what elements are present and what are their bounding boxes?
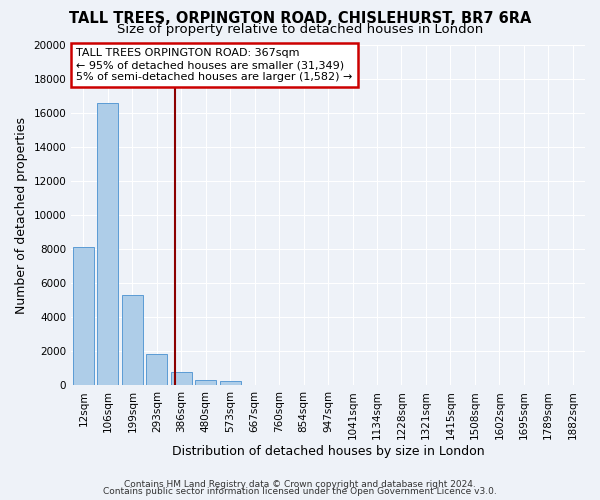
X-axis label: Distribution of detached houses by size in London: Distribution of detached houses by size … (172, 444, 484, 458)
Text: Contains public sector information licensed under the Open Government Licence v3: Contains public sector information licen… (103, 487, 497, 496)
Bar (122, 295, 143, 386)
Bar (146, 354, 167, 386)
Text: Size of property relative to detached houses in London: Size of property relative to detached ho… (117, 22, 483, 36)
Y-axis label: Number of detached properties: Number of detached properties (15, 116, 28, 314)
Text: Contains HM Land Registry data © Crown copyright and database right 2024.: Contains HM Land Registry data © Crown c… (124, 480, 476, 489)
Bar (73, 248, 94, 386)
Bar (171, 372, 191, 386)
Text: TALL TREES ORPINGTON ROAD: 367sqm
← 95% of detached houses are smaller (31,349)
: TALL TREES ORPINGTON ROAD: 367sqm ← 95% … (76, 48, 353, 82)
Text: TALL TREES, ORPINGTON ROAD, CHISLEHURST, BR7 6RA: TALL TREES, ORPINGTON ROAD, CHISLEHURST,… (69, 11, 531, 26)
Bar (220, 381, 241, 386)
Bar (97, 103, 118, 386)
Bar (196, 380, 216, 386)
